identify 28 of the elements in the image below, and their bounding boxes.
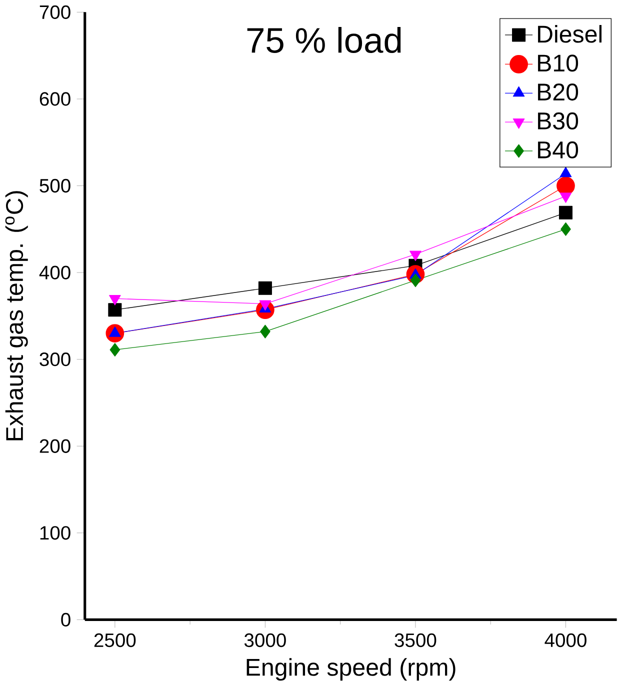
chart-title: 75 % load — [247, 26, 401, 53]
y-tick-label: 200 — [40, 439, 70, 453]
y-tick-label: 400 — [39, 266, 70, 280]
y-tick-label: 600 — [40, 92, 70, 106]
y-tick-label: 0 — [61, 612, 70, 627]
y-tick-label: 100 — [40, 526, 70, 540]
x-tick-label: 3000 — [244, 633, 286, 648]
x-tick-label: 3500 — [394, 633, 436, 648]
point — [556, 176, 575, 195]
x-tick-label: 4000 — [544, 633, 586, 648]
legend-label: B10 — [538, 54, 578, 72]
point — [258, 281, 272, 295]
x-tick-label: 2500 — [94, 633, 136, 648]
point — [560, 222, 571, 236]
point — [108, 303, 122, 317]
y-tick-label: 300 — [40, 352, 70, 366]
y-axis-title: Exhaust gas temp. ($^{o}$C) — [5, 191, 28, 440]
point — [560, 166, 572, 178]
y-tick-label: 700 — [40, 5, 70, 20]
point — [110, 343, 120, 357]
y-tick-label: 500 — [40, 178, 70, 193]
point — [558, 206, 572, 220]
x-axis-title: Engine speed (rpm) — [246, 658, 456, 681]
point — [260, 324, 270, 338]
legend-label: B40 — [538, 141, 578, 158]
legend-label: Diesel — [538, 25, 602, 43]
legend-label: B20 — [538, 83, 578, 101]
legend-label: B30 — [538, 112, 578, 130]
